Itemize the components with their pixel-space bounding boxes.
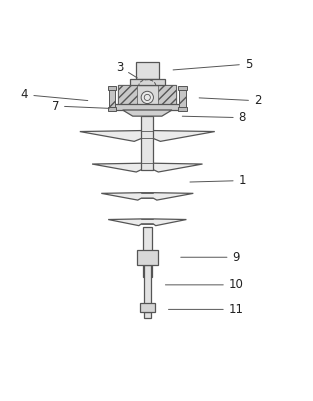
Text: 7: 7: [52, 99, 109, 113]
Text: 2: 2: [199, 94, 261, 107]
Bar: [136, 63, 159, 79]
Polygon shape: [123, 110, 172, 116]
Polygon shape: [101, 192, 193, 200]
Text: 5: 5: [173, 57, 252, 71]
Bar: [144, 312, 151, 318]
Text: 4: 4: [21, 88, 88, 101]
Bar: [118, 85, 137, 109]
Text: 11: 11: [168, 303, 244, 316]
Bar: [178, 107, 187, 111]
Bar: [109, 90, 115, 107]
Polygon shape: [108, 219, 187, 226]
Text: 3: 3: [116, 61, 137, 78]
Text: 9: 9: [181, 251, 240, 264]
Bar: [144, 265, 151, 306]
Circle shape: [141, 91, 153, 103]
Bar: [108, 86, 116, 90]
Bar: [179, 90, 186, 107]
Bar: [112, 105, 182, 110]
Text: 8: 8: [182, 111, 246, 124]
Bar: [141, 116, 153, 170]
Bar: [130, 79, 165, 85]
Bar: [158, 85, 177, 109]
Bar: [140, 303, 155, 312]
Bar: [143, 227, 152, 277]
Text: 1: 1: [190, 174, 246, 187]
Bar: [137, 250, 158, 265]
Text: 10: 10: [165, 278, 244, 292]
Bar: [178, 86, 187, 90]
Polygon shape: [92, 163, 203, 172]
Polygon shape: [80, 131, 215, 142]
Bar: [108, 107, 116, 111]
Bar: [118, 85, 177, 109]
